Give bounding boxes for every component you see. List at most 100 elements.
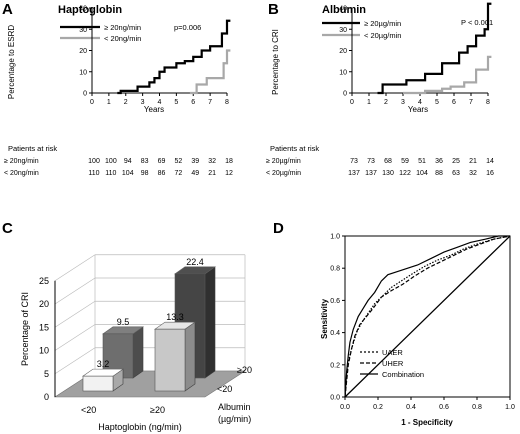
panel-d-label: D xyxy=(273,220,284,237)
panel-c-depth-label-2: (µg/min) xyxy=(218,414,251,424)
panel-a-series-low xyxy=(189,49,231,95)
panel-a-title: Haptoglobin xyxy=(58,4,122,16)
panel-b-x-tick-label: 0 xyxy=(350,99,354,106)
panel-b-x-tick-label: 7 xyxy=(469,99,473,106)
panel-b-x-tick-label: 5 xyxy=(435,99,439,106)
panel-c-bar-front xyxy=(82,375,114,392)
panel-b-title: Albumin xyxy=(322,4,366,16)
panel-a-risk-cell: 94 xyxy=(124,158,132,165)
panel-a-y-tick-label: 30 xyxy=(79,27,87,34)
panel-c-xlabel: Haptoglobin (ng/min) xyxy=(98,422,182,432)
panel-d-series-uher xyxy=(344,235,511,398)
panel-b-risk-cell: 25 xyxy=(452,158,460,165)
panel-b-y-tick-label: 40 xyxy=(339,6,347,13)
panel-c-ylabel: Percentage of CRI xyxy=(20,292,30,366)
panel-a-x-tick-label: 2 xyxy=(124,99,128,106)
panel-a-ylabel: Percentage to ESRD xyxy=(7,25,16,99)
panel-a-x-tick-label: 4 xyxy=(158,99,162,106)
panel-b-risk-cell: 130 xyxy=(382,170,394,177)
panel-b-risk-cell: 73 xyxy=(350,158,358,165)
panel-b-x-tick-label: 2 xyxy=(384,99,388,106)
panel-a-risk-cell: 69 xyxy=(158,158,166,165)
panel-a-series-high xyxy=(117,19,231,95)
panel-a-x-tick-label: 8 xyxy=(225,99,229,106)
panel-c-bar-label: 3.2 xyxy=(97,359,110,369)
panel-d-x-tick-label: 0.8 xyxy=(472,404,482,411)
panel-a-legend-low: < 20ng/min xyxy=(104,34,141,43)
panel-a-risk-header: Patients at risk xyxy=(8,144,57,153)
panel-b-risk-cell: 36 xyxy=(435,158,443,165)
panel-d-frame xyxy=(344,235,511,398)
panel-b-risk-cell: 88 xyxy=(435,170,443,177)
panel-a-p-value: p=0.006 xyxy=(174,23,201,32)
panel-a-risk-cell: 32 xyxy=(208,158,216,165)
panel-d-x-tick-label: 0.6 xyxy=(439,404,449,411)
panel-d-legend-combination: Combination xyxy=(382,370,424,379)
panel-d-legend-uher: UHER xyxy=(382,359,404,368)
panel-b-risk-cell: 122 xyxy=(399,170,411,177)
panel-d-x-tick-label: 0.4 xyxy=(406,404,416,411)
panel-a: A Haptoglobin Percentage to ESRD Years ≥… xyxy=(2,1,233,177)
panel-c-bar-label: 9.5 xyxy=(117,317,130,327)
panel-c-bar-side xyxy=(204,266,216,379)
panel-a-x-tick-label: 7 xyxy=(208,99,212,106)
panel-d-x-tick-label: 0.2 xyxy=(373,404,383,411)
panel-a-x-tick-label: 3 xyxy=(141,99,145,106)
panel-b-x-tick-label: 1 xyxy=(367,99,371,106)
panel-c-depth-label-1: Albumin xyxy=(218,402,251,412)
panel-b-ylabel: Percentage to CRI xyxy=(271,29,280,95)
panel-d-y-tick-label: 0.0 xyxy=(330,395,340,402)
panel-b-risk-cell: 63 xyxy=(452,170,460,177)
panel-d: D Sensitivity 1 - Specificity 0.0 0.2 0.4 0… xyxy=(273,220,515,427)
panel-b-p-value: P < 0.001 xyxy=(461,18,493,27)
panel-d-series-combination xyxy=(344,235,510,398)
panel-a-risk-cell: 100 xyxy=(105,158,117,165)
panel-c-y-tick-label: 20 xyxy=(39,299,49,309)
panel-b-plot: 0 10 20 30 40 0 1 2 3 4 5 6 7 8 xyxy=(339,2,492,106)
panel-d-ylabel: Sensitivity xyxy=(320,298,329,339)
panel-c-bar-front xyxy=(154,328,186,392)
panel-b-x-tick-label: 4 xyxy=(418,99,422,106)
panel-a-x-tick-label: 1 xyxy=(107,99,111,106)
panel-b: B Albumin Percentage to CRI Years ≥ 20µg… xyxy=(266,1,494,177)
panel-c-y-tick-label: 5 xyxy=(44,369,49,379)
panel-c-label: C xyxy=(2,220,13,237)
panel-a-y-tick-label: 20 xyxy=(79,48,87,55)
panel-b-risk-cell: 59 xyxy=(401,158,409,165)
panel-b-series-high xyxy=(377,2,492,95)
panel-c-gridline-side xyxy=(54,324,96,351)
panel-a-risk-cell: 21 xyxy=(208,170,216,177)
panel-a-risk-label-high: ≥ 20ng/min xyxy=(4,158,39,165)
panel-b-risk-table: 73 73 68 59 51 36 25 21 14 137 137 130 122 104 88 63 32 1… xyxy=(348,158,494,177)
panel-b-x-tick-label: 8 xyxy=(486,99,490,106)
panel-c-bar-label: 13.3 xyxy=(166,312,184,322)
panel-a-x-tick-label: 6 xyxy=(191,99,195,106)
panel-a-risk-cell: 110 xyxy=(105,170,116,177)
panel-c-depth-cat-high: ≥20 xyxy=(237,365,252,375)
panel-c-gridline-side xyxy=(54,277,96,305)
panel-a-xlabel: Years xyxy=(144,105,164,114)
panel-d-y-tick-label: 0.8 xyxy=(330,266,340,273)
panel-a-risk-cell: 49 xyxy=(191,170,199,177)
panel-c-y-tick-label: 15 xyxy=(39,322,49,332)
panel-b-risk-cell: 137 xyxy=(365,170,377,177)
panel-d-reference-line xyxy=(344,235,511,398)
panel-b-x-tick-label: 3 xyxy=(401,99,405,106)
panel-b-risk-cell: 73 xyxy=(367,158,375,165)
panel-a-risk-cell: 52 xyxy=(174,158,182,165)
panel-d-y-tick-label: 0.2 xyxy=(330,362,340,369)
panel-d-xlabel: 1 - Specificity xyxy=(401,418,453,427)
panel-c-gridline-side xyxy=(54,347,96,375)
panel-a-y-tick-label: 0 xyxy=(83,91,87,98)
panel-c-xcat-high: ≥20 xyxy=(150,405,165,415)
panel-a-risk-table: 100 100 94 83 69 52 39 32 18 110 110 104 98 86 72 49 21 1… xyxy=(88,158,233,177)
panel-b-risk-cell: 68 xyxy=(384,158,392,165)
panel-b-risk-header: Patients at risk xyxy=(270,144,319,153)
panel-c-gridline-side xyxy=(54,254,96,282)
panel-b-risk-cell: 14 xyxy=(486,158,494,165)
panel-d-x-tick-label: 1.0 xyxy=(505,404,515,411)
panel-c-y-tick-label: 10 xyxy=(39,346,49,356)
panel-d-y-tick-label: 0.4 xyxy=(330,330,340,337)
panel-c-y-tick-label: 0 xyxy=(44,392,49,402)
